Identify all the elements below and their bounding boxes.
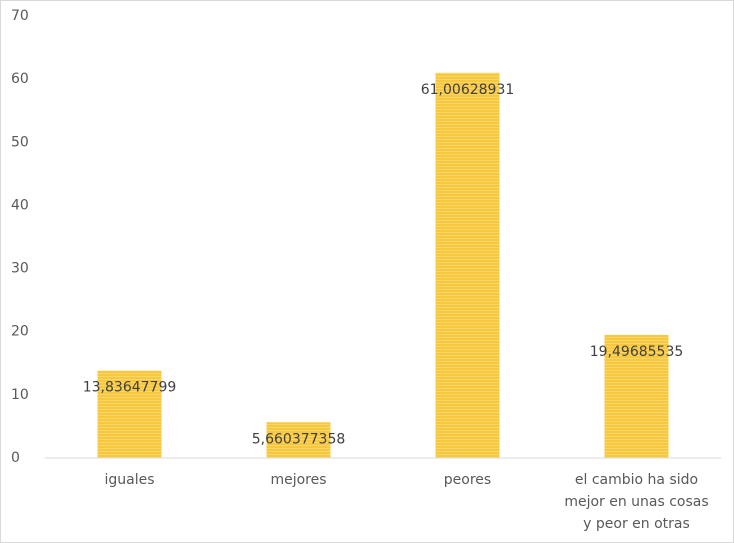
x-tick-label: el cambio ha sido mejor en unas cosas y … [564,472,709,532]
y-tick-label: 10 [11,387,29,403]
y-tick-label: 0 [11,450,20,466]
y-tick-label: 30 [11,261,29,277]
y-tick-label: 60 [11,71,29,87]
y-tick-label: 70 [11,8,29,24]
bar [97,370,162,458]
x-tick-label: peores [443,472,492,488]
data-label: 5,660377358 [252,431,346,447]
y-tick-label: 20 [11,324,29,340]
y-tick-label: 50 [11,134,29,150]
x-tick-label: iguales [104,472,155,488]
data-label: 13,83647799 [83,380,177,396]
bar [266,422,331,458]
x-tick-label: mejores [270,472,327,488]
data-label: 19,49685535 [590,344,684,360]
data-label: 61,00628931 [421,82,515,98]
y-tick-label: 40 [11,197,29,213]
bar [604,334,669,458]
bar [435,72,500,459]
